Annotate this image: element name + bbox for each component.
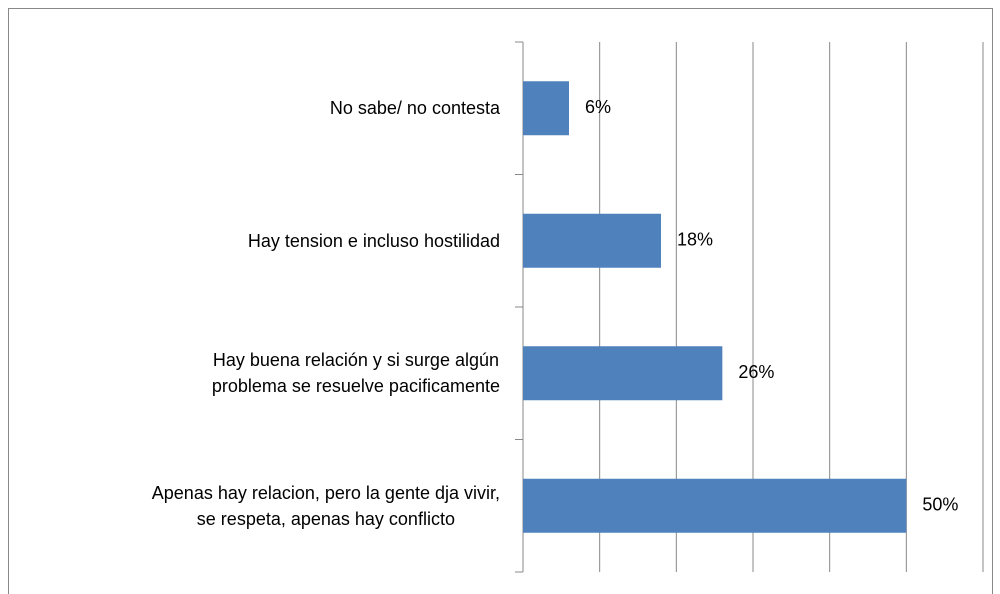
data-label: 18% [677,230,713,250]
bar [523,213,661,268]
chart-border [8,8,993,594]
bar [523,81,569,136]
y-tick-label: Apenas hay relacion, pero la gente dja v… [151,482,500,529]
y-tick-label: Hay buena relación y si surge algún prob… [211,350,500,397]
y-tick-label: Hay tension e incluso hostilidad [247,230,500,251]
data-label: 26% [738,362,774,382]
data-label: 50% [922,495,958,515]
data-label: 6% [585,97,611,117]
y-tick-label: No sabe/ no contesta [329,98,500,119]
bar [523,478,907,533]
bar [523,346,723,401]
